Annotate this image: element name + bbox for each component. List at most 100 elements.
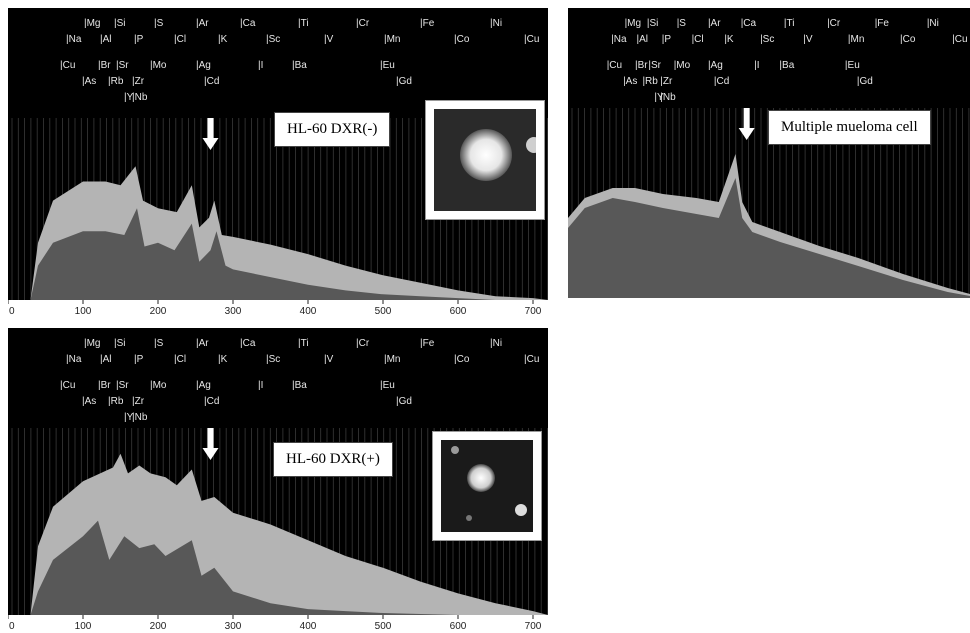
element-label-mg: |Mg: [84, 18, 101, 29]
x-tick-label: 100: [75, 306, 92, 317]
element-label-s: |S: [154, 18, 164, 29]
element-label-fe: |Fe: [420, 338, 435, 349]
element-label-ti: |Ti: [784, 18, 795, 29]
element-label-cu: |Cu: [524, 34, 539, 45]
element-label-ti: |Ti: [298, 338, 309, 349]
element-label-mo: |Mo: [150, 380, 167, 391]
x-tick-label: 200: [150, 621, 167, 632]
x-tick-label: 100: [75, 621, 92, 632]
element-label-y: |Y: [124, 412, 134, 423]
x-tick-label: 700: [525, 621, 542, 632]
spectrum-panel-myeloma: |Mg |Si |S |Ar |Ca |Ti |Cr |Fe |Ni |Na |Al |P |Cl |K |…: [568, 8, 970, 298]
element-label-ca: |Ca: [240, 18, 256, 29]
element-label-ni: |Ni: [490, 18, 502, 29]
element-label-eu: |Eu: [380, 60, 395, 71]
element-label-cl: |Cl: [174, 34, 186, 45]
peak-arrow-dxr-minus: [202, 118, 219, 150]
peak-arrow-myeloma: [738, 108, 755, 140]
spectrum-panel-dxr-minus: |Mg |Si |S |Ar |Ca |Ti |Cr |Fe |Ni |Na |Al |P |Cl |K |…: [8, 8, 548, 318]
element-label-ar: |Ar: [708, 18, 721, 29]
element-label-sc: |Sc: [266, 34, 280, 45]
element-label-mg: |Mg: [84, 338, 101, 349]
element-label-br: |Br: [635, 60, 648, 71]
element-label-br: |Br: [98, 380, 111, 391]
element-label-ba: |Ba: [779, 60, 794, 71]
element-label-mn: |Mn: [384, 354, 401, 365]
element-label-na: |Na: [66, 34, 82, 45]
element-label-k: |K: [218, 34, 228, 45]
element-label-ca: |Ca: [741, 18, 757, 29]
cell-micrograph-dxr-minus: [434, 109, 536, 211]
element-labels: |Mg |Si |S |Ar |Ca |Ti |Cr |Fe |Ni |Na |Al |P |Cl |K |…: [607, 18, 968, 103]
element-label-nb: |Nb: [132, 92, 148, 103]
spectrum-panel-dxr-plus: |Mg |Si |S |Ar |Ca |Ti |Cr |Fe |Ni |Na |Al |P |Cl |K |…: [8, 328, 548, 633]
element-label-as: |As: [82, 76, 96, 87]
x-tick-label: 300: [225, 621, 242, 632]
x-tick-label: 0: [9, 621, 15, 632]
element-label-i: |I: [258, 380, 263, 391]
x-tick-label: 700: [525, 306, 542, 317]
spectrum-series-2: [30, 208, 548, 300]
x-tick-label: 0: [9, 306, 15, 317]
element-label-mn: |Mn: [384, 34, 401, 45]
element-label-na: |Na: [611, 34, 627, 45]
element-label-cd: |Cd: [204, 396, 219, 407]
element-label-cu: |Cu: [607, 60, 622, 71]
element-label-sc: |Sc: [760, 34, 774, 45]
element-label-gd: |Gd: [396, 76, 412, 87]
element-label-zr: |Zr: [132, 76, 145, 87]
x-axis-band: [8, 300, 548, 318]
element-label-zr: |Zr: [132, 396, 145, 407]
element-label-cr: |Cr: [356, 338, 370, 349]
x-tick-label: 500: [375, 306, 392, 317]
spectrum-series-2: [30, 520, 548, 615]
cell-image-dxr-minus: [425, 100, 545, 220]
spectrum-chart-dxr-plus: |Mg |Si |S |Ar |Ca |Ti |Cr |Fe |Ni |Na |Al |P |Cl |K |…: [8, 338, 548, 633]
spectrum-series-2: [568, 178, 970, 298]
element-label-p: |P: [662, 34, 672, 45]
element-label-mg: |Mg: [625, 18, 642, 29]
element-label-v: |V: [324, 34, 334, 45]
x-tick-label: 600: [450, 621, 467, 632]
cell-micrograph-dxr-plus: [441, 440, 533, 532]
element-label-k: |K: [724, 34, 734, 45]
x-tick-label: 400: [300, 621, 317, 632]
element-label-s: |S: [154, 338, 164, 349]
element-label-ar: |Ar: [196, 338, 209, 349]
element-label-rb: |Rb: [108, 76, 124, 87]
element-label-al: |Al: [636, 34, 648, 45]
element-label-ag: |Ag: [708, 60, 723, 71]
element-label-y: |Y: [654, 92, 664, 103]
x-tick-label: 500: [375, 621, 392, 632]
element-label-al: |Al: [100, 34, 112, 45]
element-labels: |Mg |Si |S |Ar |Ca |Ti |Cr |Fe |Ni |Na |Al |P |Cl |K |…: [60, 338, 539, 423]
element-label-cu: |Cu: [524, 354, 539, 365]
element-label-as: |As: [82, 396, 96, 407]
element-label-cr: |Cr: [827, 18, 841, 29]
element-label-co: |Co: [454, 354, 470, 365]
element-label-ni: |Ni: [927, 18, 939, 29]
element-label-cl: |Cl: [174, 354, 186, 365]
element-label-si: |Si: [114, 18, 126, 29]
x-tick-label: 200: [150, 306, 167, 317]
element-label-eu: |Eu: [845, 60, 860, 71]
element-label-as: |As: [623, 76, 637, 87]
element-label-mn: |Mn: [848, 34, 865, 45]
element-label-cd: |Cd: [204, 76, 219, 87]
element-label-cr: |Cr: [356, 18, 370, 29]
element-label-sr: |Sr: [116, 60, 129, 71]
element-label-al: |Al: [100, 354, 112, 365]
element-label-ba: |Ba: [292, 60, 307, 71]
peak-arrow-dxr-plus: [202, 428, 219, 460]
label-hl60-dxr-minus: HL-60 DXR(-): [274, 112, 391, 147]
element-label-cu: |Cu: [60, 60, 75, 71]
element-label-gd: |Gd: [857, 76, 873, 87]
element-label-fe: |Fe: [420, 18, 435, 29]
element-label-k: |K: [218, 354, 228, 365]
element-label-co: |Co: [454, 34, 470, 45]
element-label-eu: |Eu: [380, 380, 395, 391]
element-label-mo: |Mo: [674, 60, 691, 71]
element-label-cl: |Cl: [692, 34, 704, 45]
element-label-ti: |Ti: [298, 18, 309, 29]
element-label-i: |I: [258, 60, 263, 71]
